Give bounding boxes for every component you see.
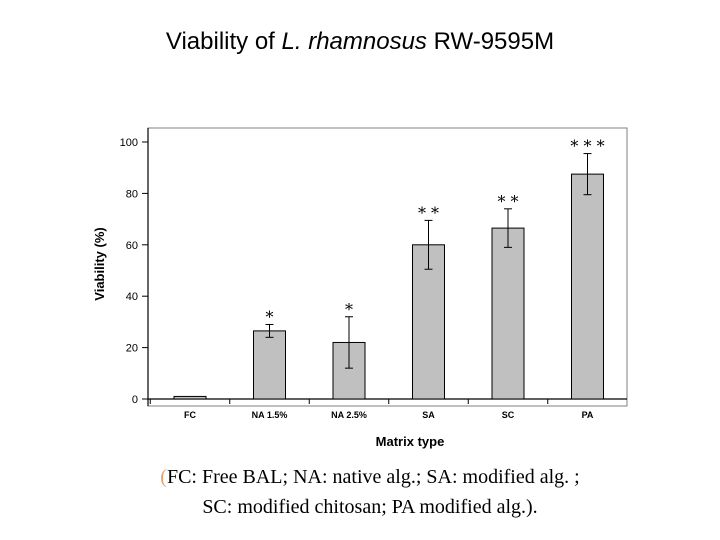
significance-marker: * * *: [570, 137, 604, 156]
caption-line-1: (FC: Free BAL; NA: native alg.; SA: modi…: [60, 462, 680, 492]
significance-marker: * *: [418, 203, 439, 222]
plot-frame: [147, 127, 628, 407]
caption: (FC: Free BAL; NA: native alg.; SA: modi…: [60, 462, 680, 522]
bar: [253, 330, 286, 400]
significance-marker: * *: [497, 192, 518, 211]
y-tick-label: 80: [126, 188, 138, 200]
bar: [571, 173, 604, 400]
bar: [491, 227, 525, 400]
significance-marker: *: [266, 307, 274, 326]
y-tick-label: 40: [126, 291, 138, 303]
caption-open-paren: (: [160, 466, 167, 488]
title-suffix: RW-9595M: [426, 28, 555, 55]
x-tick-label: SA: [422, 410, 435, 420]
x-tick-label: SC: [502, 410, 515, 420]
x-tick-label: PA: [582, 410, 594, 420]
caption-line-1-text: FC: Free BAL; NA: native alg.; SA: modif…: [166, 466, 580, 488]
bars: * * * * * * * * *: [173, 137, 605, 400]
x-axis: FC NA 1.5% NA 2.5% SA SC PA: [148, 398, 627, 420]
y-tick-label: 0: [132, 394, 138, 406]
x-tick-label: NA 1.5%: [252, 410, 288, 420]
x-tick-label: FC: [184, 410, 196, 420]
title-species: L. rhamnosus: [281, 28, 427, 55]
x-tick-label: NA 2.5%: [331, 410, 367, 420]
significance-marker: *: [345, 300, 353, 319]
title-prefix: Viability of: [165, 28, 282, 55]
y-tick-label: 60: [126, 240, 138, 252]
y-axis-label: Viability (%): [92, 227, 107, 300]
y-tick-label: 100: [120, 137, 138, 149]
y-axis: 0 20 40 60 80 100: [120, 128, 149, 406]
y-tick-label: 20: [126, 343, 138, 355]
bar: [173, 395, 207, 400]
bar: [412, 244, 445, 400]
x-axis-label: Matrix type: [376, 434, 445, 449]
caption-line-2: SC: modified chitosan; PA modified alg.)…: [202, 496, 538, 518]
chart-title: Viability of L. rhamnosus RW-9595M: [0, 28, 720, 56]
